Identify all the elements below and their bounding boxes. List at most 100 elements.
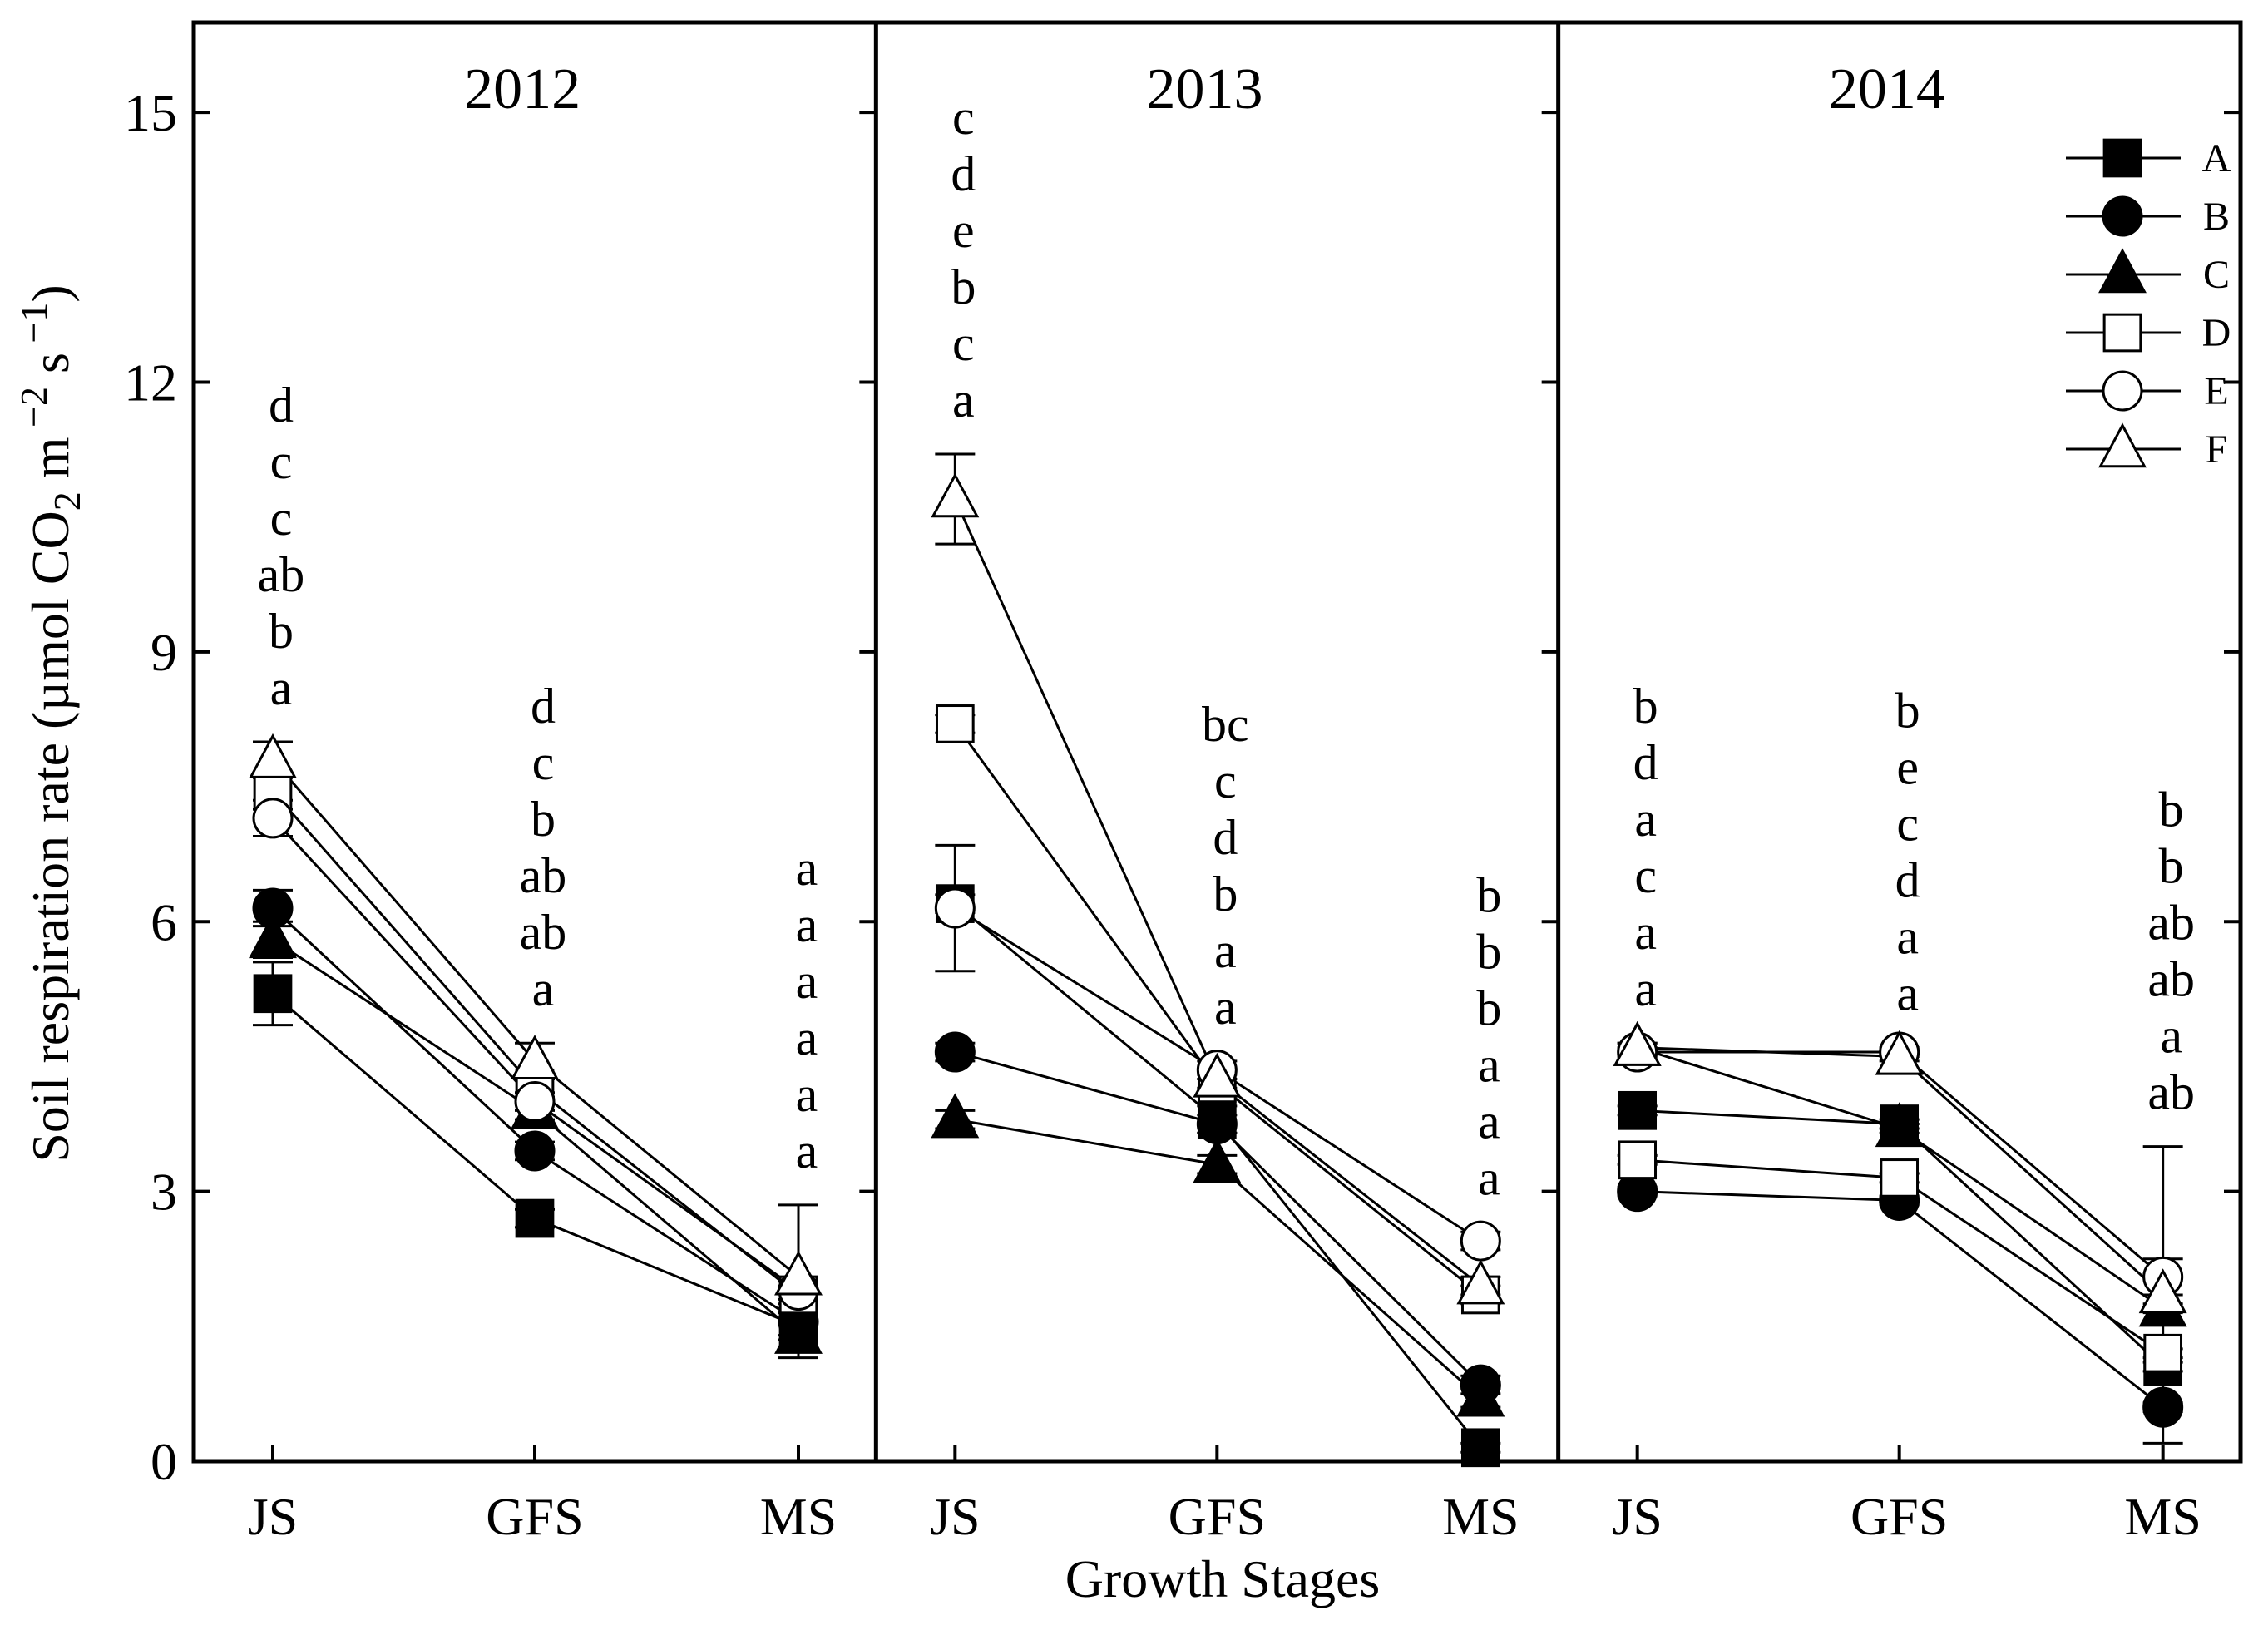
data-point-A [1460, 1428, 1500, 1468]
significance-letter: a [952, 373, 975, 427]
legend-label-E: E [2204, 369, 2228, 413]
significance-letter: a [1634, 905, 1657, 960]
significance-letter: d [1895, 853, 1920, 908]
significance-letter: c [270, 491, 293, 546]
significance-letter: a [1896, 966, 1919, 1021]
significance-letter: a [1634, 961, 1657, 1016]
data-point-F [1193, 1052, 1242, 1098]
significance-letter: ab [520, 848, 567, 903]
data-point-C [249, 913, 297, 959]
data-point-E [934, 887, 976, 929]
y-tick-label: 9 [151, 623, 177, 682]
data-point-E [514, 1081, 556, 1122]
significance-letter: b [951, 259, 976, 314]
series-layer [249, 138, 2187, 1468]
legend-marker-F [2098, 422, 2147, 468]
x-tick-label: GFS [1169, 1487, 1266, 1546]
data-point-D [1618, 1140, 1658, 1180]
significance-letter: a [796, 954, 818, 1009]
data-point-B [934, 1031, 976, 1073]
legend-marker-A [2102, 138, 2142, 178]
significance-letter: a [796, 841, 818, 896]
data-point-F [1456, 1259, 1505, 1305]
significance-letter: ab [2147, 896, 2195, 951]
significance-letter: d [531, 679, 556, 734]
data-point-C [1875, 1102, 1924, 1148]
data-point-B [514, 1130, 556, 1172]
significance-letter: a [796, 1124, 818, 1178]
data-point-F [931, 472, 980, 518]
significance-letter: a [1214, 980, 1237, 1035]
data-point-D [1880, 1158, 1920, 1198]
y-tick-label: 12 [124, 353, 177, 412]
significance-letter: d [951, 146, 976, 201]
data-point-F [1875, 1030, 1924, 1075]
significance-letter: b [1476, 980, 1501, 1035]
significance-letter: c [952, 316, 975, 371]
significance-letter: a [270, 660, 293, 715]
significance-letter: c [532, 735, 555, 790]
significance-letter: c [1896, 797, 1919, 852]
significance-letter: e [1896, 740, 1919, 795]
data-point-E [252, 798, 294, 839]
x-tick-label: MS [760, 1487, 838, 1546]
legend-label-D: D [2202, 311, 2231, 355]
y-axis-title: Soil respiration rate (µmol CO2 m −2 s −… [12, 284, 88, 1162]
significance-letter: b [2159, 783, 2184, 837]
legend-label-C: C [2203, 253, 2230, 297]
data-point-C [1456, 1371, 1505, 1417]
significance-letter: b [269, 604, 294, 659]
y-tick-label: 3 [151, 1163, 177, 1222]
y-tick-label: 15 [124, 83, 177, 142]
data-point-D [2143, 1333, 2183, 1373]
data-point-B [1196, 1104, 1238, 1145]
significance-letter: b [1213, 867, 1238, 921]
significance-letter: b [1633, 679, 1658, 734]
significance-letter: bc [1202, 697, 1249, 752]
data-point-F [249, 733, 297, 778]
legend-marker-B [2102, 195, 2143, 237]
panel-title: 2014 [1829, 57, 1945, 121]
data-point-B [2142, 1386, 2184, 1428]
data-point-D [935, 704, 975, 743]
x-axis-title: Growth Stages [1065, 1549, 1381, 1608]
x-tick-label: JS [930, 1487, 981, 1546]
x-tick-label: MS [2124, 1487, 2201, 1546]
significance-letter: b [1895, 684, 1920, 738]
significance-letter: a [1478, 1094, 1500, 1148]
significance-letter: c [952, 90, 975, 145]
legend-label-F: F [2206, 427, 2228, 472]
data-point-F [2138, 1268, 2187, 1314]
significance-letter: ab [2147, 1065, 2195, 1120]
significance-letter: a [796, 897, 818, 952]
significance-letter: a [1634, 792, 1657, 847]
significance-letter: d [1633, 735, 1658, 790]
x-tick-label: JS [248, 1487, 299, 1546]
data-point-E [1460, 1220, 1501, 1262]
data-point-F [511, 1035, 559, 1080]
significance-letter: e [952, 203, 975, 258]
data-point-C [774, 1308, 823, 1354]
significance-letter: a [2160, 1009, 2182, 1064]
significance-letter: ab [520, 905, 567, 960]
significance-letter: d [1213, 810, 1238, 865]
panel-title: 2013 [1147, 57, 1263, 121]
significance-letter: b [531, 792, 556, 847]
significance-letter: b [2159, 839, 2184, 894]
significance-letter: a [1478, 1037, 1500, 1092]
y-tick-label: 0 [151, 1432, 177, 1491]
data-point-C [1193, 1138, 1242, 1183]
significance-letter: a [1478, 1150, 1500, 1205]
data-point-C [931, 1093, 980, 1139]
significance-letter: c [1634, 848, 1657, 903]
legend-marker-E [2102, 370, 2143, 412]
significance-letter: b [1476, 924, 1501, 979]
significance-letter: ab [2147, 952, 2195, 1007]
x-tick-label: GFS [1850, 1487, 1948, 1546]
axes-layer [191, 20, 2243, 1464]
legend-label-B: B [2203, 195, 2230, 239]
significance-letter: a [796, 1067, 818, 1122]
data-point-A [253, 974, 293, 1014]
data-point-F [774, 1250, 823, 1296]
